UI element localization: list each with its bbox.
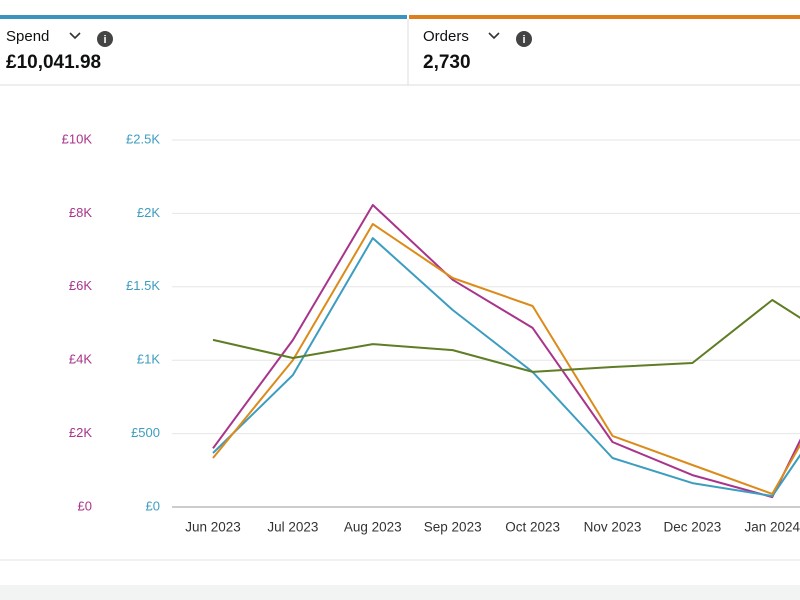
- y-tick-label: £0: [78, 498, 92, 513]
- x-tick-label: Jun 2023: [185, 520, 241, 535]
- y2-tick-label: £1K: [137, 352, 160, 367]
- y-tick-label: £8K: [69, 205, 92, 220]
- y-tick-label: £10K: [62, 131, 93, 146]
- x-tick-label: Dec 2023: [664, 520, 722, 535]
- info-glyph: i: [103, 34, 106, 46]
- y-tick-label: £4K: [69, 352, 92, 367]
- x-tick-label: Jan 2024: [745, 520, 800, 535]
- x-tick-label: Aug 2023: [344, 520, 402, 535]
- series-line: [212, 299, 800, 373]
- y-tick-label: £2K: [69, 425, 92, 440]
- y2-tick-label: £2K: [137, 205, 160, 220]
- card-label: Orders: [423, 28, 469, 45]
- card-accent: [409, 15, 800, 19]
- x-tick-label: Nov 2023: [584, 520, 642, 535]
- y2-tick-label: £0: [146, 498, 160, 513]
- footer-strip: [0, 585, 800, 600]
- x-tick-label: Sep 2023: [424, 520, 482, 535]
- y-tick-label: £6K: [69, 278, 92, 293]
- card-value: 2,730: [423, 52, 471, 73]
- y2-tick-label: £500: [131, 425, 160, 440]
- x-tick-label: Oct 2023: [505, 520, 560, 535]
- y2-tick-label: £2.5K: [126, 131, 160, 146]
- card-accent: [0, 15, 407, 19]
- x-tick-label: Jul 2023: [267, 520, 318, 535]
- card-value: £10,041.98: [6, 52, 101, 73]
- chevron[interactable]: [69, 32, 81, 40]
- chevron[interactable]: [488, 32, 500, 40]
- info-icon[interactable]: [97, 31, 113, 47]
- info-icon[interactable]: [516, 31, 532, 47]
- info-glyph: i: [522, 34, 525, 46]
- series-line: [212, 223, 800, 495]
- series-line: [212, 204, 800, 499]
- card-label: Spend: [6, 28, 49, 45]
- y2-tick-label: £1.5K: [126, 278, 160, 293]
- spend-card[interactable]: Spend i £10,041.98: [6, 28, 113, 73]
- chart: £0 £2K £4K £6K £8K £10K £0 £500 £1K £1.5K £2K £2.5K…: [62, 131, 800, 535]
- orders-card[interactable]: Orders i 2,730: [423, 28, 532, 73]
